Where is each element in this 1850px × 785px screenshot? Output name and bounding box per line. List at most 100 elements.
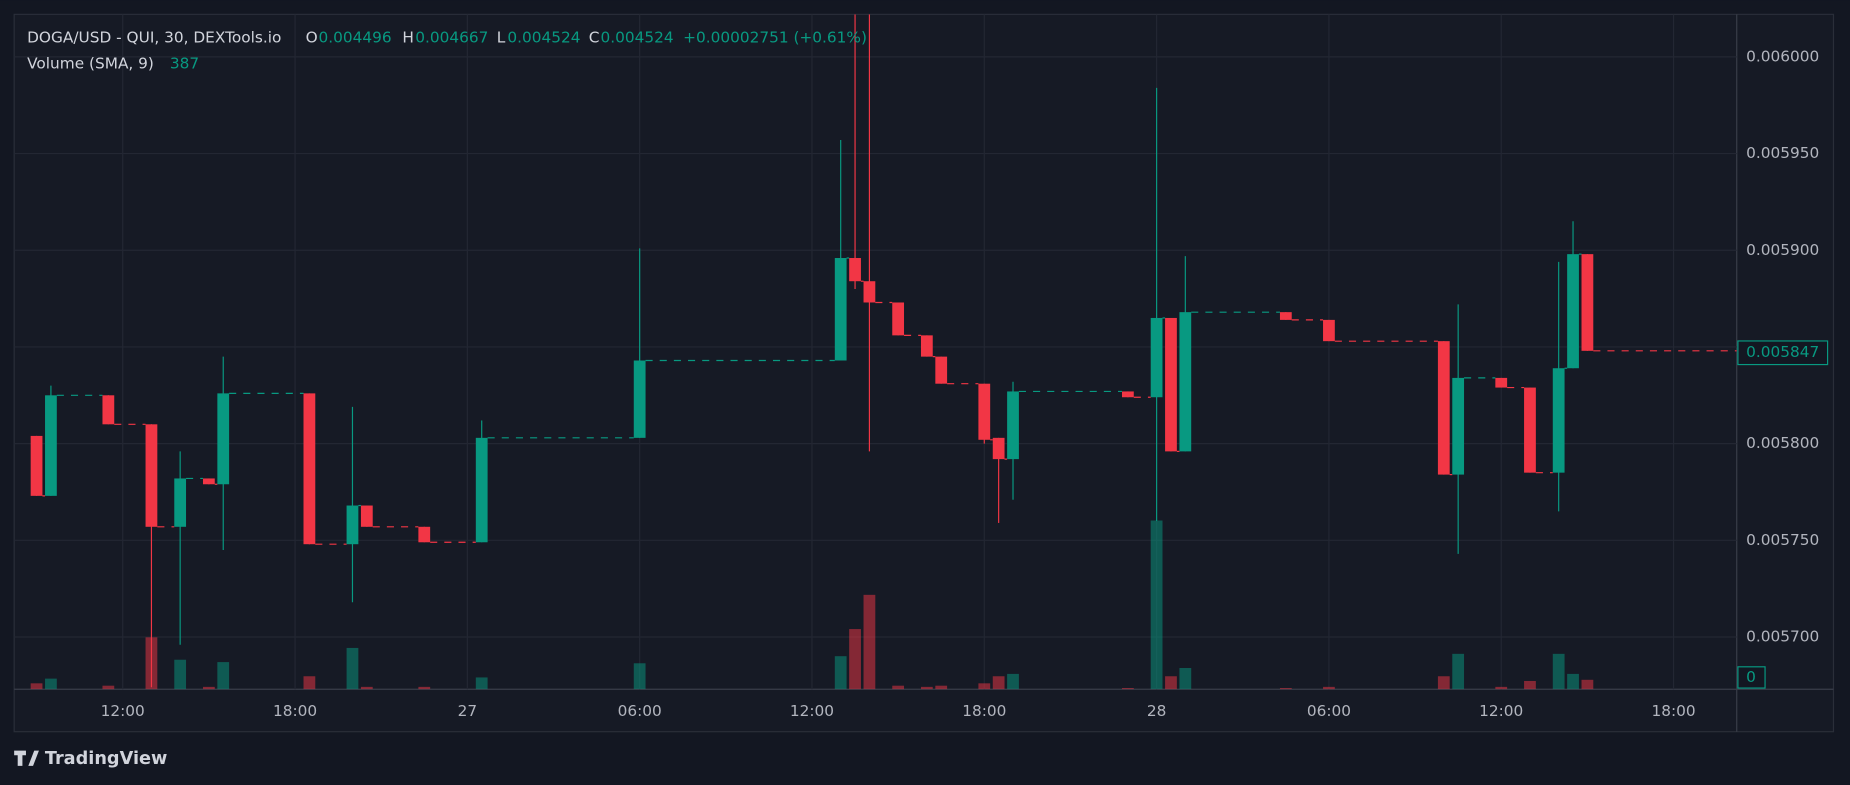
volume-bar <box>863 594 876 690</box>
candle-body <box>1179 312 1192 452</box>
candle-body <box>1524 387 1536 473</box>
change-value: +0.00002751 (+0.61%) <box>683 28 867 46</box>
volume-bar <box>1567 673 1579 690</box>
candle-body <box>1437 341 1450 475</box>
volume-bar <box>834 656 847 690</box>
candle-body <box>920 335 933 357</box>
volume-tick-label: 0 <box>1746 668 1756 686</box>
volume-bar <box>1165 676 1177 690</box>
volume-bar <box>1552 653 1565 690</box>
candle-body <box>174 478 187 527</box>
candle-body <box>217 393 230 485</box>
last-price-box <box>1737 340 1829 366</box>
volume-bar <box>633 663 646 690</box>
volume-bar <box>1581 679 1594 690</box>
candle-body <box>1323 319 1335 342</box>
candle-body <box>978 383 991 440</box>
x-tick-label: 06:00 <box>618 702 662 720</box>
ohlc-label: C <box>589 28 600 46</box>
volume-bar <box>1150 520 1163 690</box>
volume-bar <box>202 686 215 690</box>
volume-bar <box>418 686 431 690</box>
volume-bar <box>1323 686 1335 690</box>
volume-bar <box>978 683 991 690</box>
volume-bar <box>346 647 359 690</box>
volume-bar <box>303 676 316 690</box>
ohlc-value: 0.004524 <box>601 28 674 46</box>
volume-sma: 387 <box>170 54 199 72</box>
volume-bar <box>992 676 1005 690</box>
volume-bar <box>920 686 933 690</box>
x-tick-label: 06:00 <box>1307 702 1351 720</box>
ohlc-label: H <box>402 28 414 46</box>
candle-body <box>30 435 43 496</box>
volume-bar <box>1452 653 1465 690</box>
candle-body <box>1567 254 1579 369</box>
last-price-label: 0.005847 <box>1746 343 1819 361</box>
y-tick-label: 0.005700 <box>1746 628 1819 646</box>
volume-bar <box>1495 686 1508 690</box>
ohlc-value: 0.004667 <box>415 28 488 46</box>
candle-body <box>892 302 905 336</box>
candle-body <box>346 505 359 545</box>
candle-body <box>863 281 876 303</box>
candle-body <box>834 258 847 361</box>
candle-body <box>360 505 373 527</box>
candle-body <box>145 424 158 527</box>
candle-body <box>202 478 215 485</box>
x-tick-label: 18:00 <box>273 702 317 720</box>
candle-body <box>1452 377 1465 475</box>
volume-bar <box>1437 676 1450 690</box>
y-tick-label: 0.005800 <box>1746 434 1819 452</box>
volume-bar <box>1007 673 1019 690</box>
y-tick-label: 0.005750 <box>1746 531 1819 549</box>
volume-bar <box>1122 688 1134 690</box>
logo-icon <box>14 750 39 766</box>
brand-name[interactable]: TradingView <box>45 749 168 769</box>
volume-bar <box>892 685 905 690</box>
ohlc-value: 0.004524 <box>507 28 580 46</box>
candle-body <box>475 437 488 543</box>
candle-body <box>1122 391 1134 398</box>
candle-body <box>303 393 316 545</box>
volume-bar <box>935 685 948 690</box>
plot-frame <box>13 13 1835 733</box>
volume-bar <box>849 629 861 690</box>
volume-bar <box>475 677 488 690</box>
x-tick-label: 18:00 <box>962 702 1006 720</box>
candle-body <box>102 395 115 425</box>
x-tick-label: 28 <box>1147 702 1167 720</box>
candle-body <box>1581 254 1594 351</box>
y-tick-label: 0.005950 <box>1746 144 1819 162</box>
candle-body <box>1279 312 1292 320</box>
candle-body <box>1495 377 1508 388</box>
volume-bar <box>1279 688 1292 690</box>
x-tick-label: 12:00 <box>101 702 145 720</box>
y-tick-label: 0.006000 <box>1746 47 1819 65</box>
ohlc-label: L <box>497 28 506 46</box>
ohlc-value: 0.004496 <box>319 28 392 46</box>
candle-body <box>849 258 861 282</box>
brand-logo[interactable]: TradingView <box>14 749 167 769</box>
candle-body <box>1165 317 1177 452</box>
ohlc-label: O <box>306 28 318 46</box>
volume-axis-box <box>1737 666 1766 689</box>
candle-body <box>633 360 646 438</box>
x-tick-label: 12:00 <box>790 702 834 720</box>
volume-bar <box>1179 667 1192 690</box>
volume-bar <box>217 662 230 690</box>
volume-bar <box>360 686 373 690</box>
x-tick-label: 18:00 <box>1651 702 1695 720</box>
candle-body <box>992 437 1005 460</box>
candle-body <box>45 395 57 496</box>
candle-body <box>935 356 948 384</box>
symbol-title: DOGA/USD - QUI, 30, DEXTools.io <box>27 28 281 46</box>
volume-bar <box>102 685 115 690</box>
x-tick-label: 12:00 <box>1479 702 1523 720</box>
x-tick-label: 27 <box>458 702 478 720</box>
candle-body <box>1552 368 1565 473</box>
candle-body <box>1150 317 1163 398</box>
candle-body <box>418 526 431 543</box>
volume-bar <box>30 683 43 690</box>
